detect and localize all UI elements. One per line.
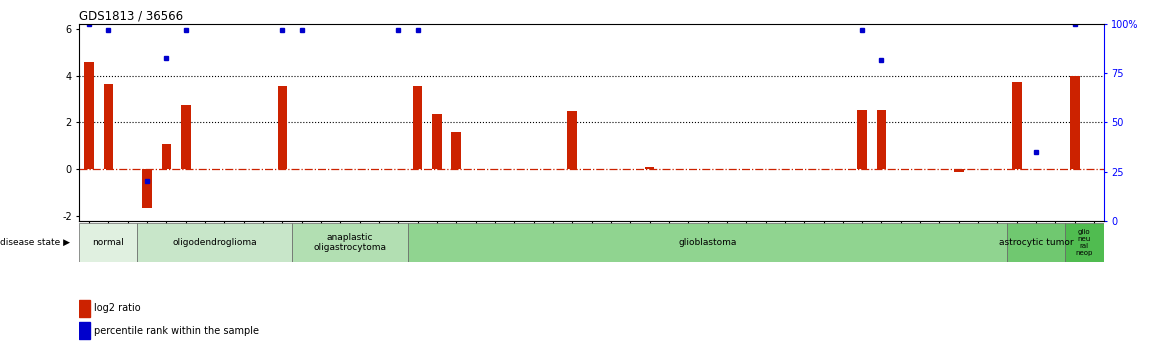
Bar bbox=[104, 84, 113, 169]
FancyBboxPatch shape bbox=[138, 223, 292, 262]
Text: normal: normal bbox=[92, 238, 124, 247]
Bar bbox=[278, 86, 287, 169]
Text: GDS1813 / 36566: GDS1813 / 36566 bbox=[79, 10, 183, 23]
Bar bbox=[161, 144, 172, 169]
Text: glio
neu
ral
neop: glio neu ral neop bbox=[1076, 229, 1093, 256]
Bar bbox=[412, 86, 423, 169]
Bar bbox=[432, 114, 442, 169]
Bar bbox=[954, 169, 964, 172]
Bar bbox=[452, 132, 461, 169]
Text: anaplastic
oligastrocytoma: anaplastic oligastrocytoma bbox=[313, 233, 387, 252]
Text: log2 ratio: log2 ratio bbox=[93, 303, 140, 313]
Text: glioblastoma: glioblastoma bbox=[679, 238, 737, 247]
Text: oligodendroglioma: oligodendroglioma bbox=[173, 238, 257, 247]
FancyBboxPatch shape bbox=[79, 223, 138, 262]
Bar bbox=[877, 110, 887, 169]
Text: disease state ▶: disease state ▶ bbox=[0, 238, 70, 247]
Text: astrocytic tumor: astrocytic tumor bbox=[999, 238, 1073, 247]
Bar bbox=[568, 111, 577, 169]
FancyBboxPatch shape bbox=[1007, 223, 1065, 262]
Bar bbox=[79, 322, 90, 339]
Bar bbox=[645, 167, 654, 169]
FancyBboxPatch shape bbox=[1065, 223, 1104, 262]
Bar bbox=[84, 62, 93, 169]
FancyBboxPatch shape bbox=[408, 223, 1007, 262]
Bar bbox=[1011, 81, 1022, 169]
Bar bbox=[1070, 76, 1079, 169]
Bar bbox=[79, 300, 90, 317]
FancyBboxPatch shape bbox=[292, 223, 408, 262]
Text: percentile rank within the sample: percentile rank within the sample bbox=[93, 326, 259, 336]
Bar bbox=[142, 169, 152, 208]
Bar bbox=[181, 105, 190, 169]
Bar bbox=[857, 110, 867, 169]
